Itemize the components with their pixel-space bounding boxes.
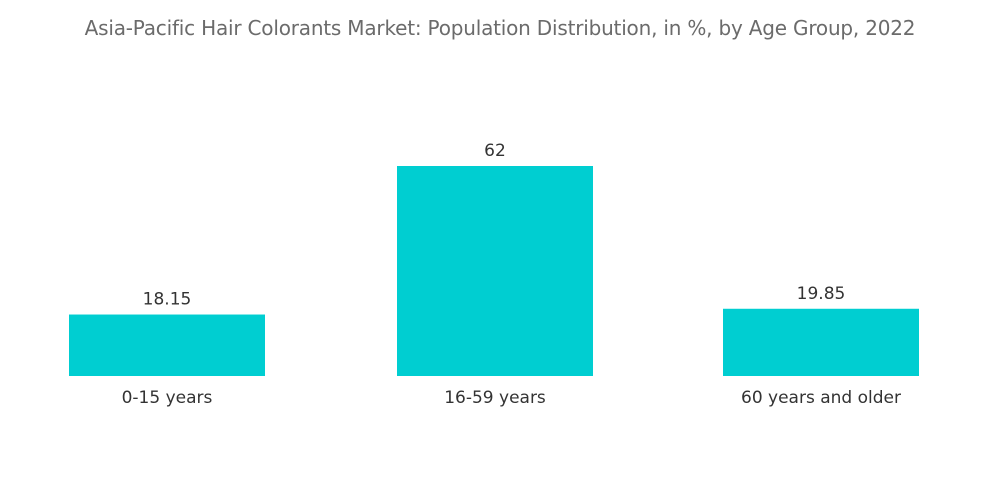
value-labels-group: 18.15 62 19.85	[143, 141, 846, 310]
category-label-3: 60 years and older	[741, 388, 901, 408]
bar-1	[69, 314, 265, 376]
value-label-2: 62	[484, 141, 506, 161]
category-labels-group: 0-15 years 16-59 years 60 years and older	[122, 388, 901, 408]
value-label-1: 18.15	[143, 290, 192, 310]
category-label-2: 16-59 years	[444, 388, 546, 408]
value-label-3: 19.85	[797, 284, 846, 304]
category-label-1: 0-15 years	[122, 388, 213, 408]
bar-3	[723, 308, 919, 376]
bars-group	[69, 166, 919, 376]
bar-2	[397, 166, 593, 376]
chart-title: Asia-Pacific Hair Colorants Market: Popu…	[84, 16, 916, 40]
